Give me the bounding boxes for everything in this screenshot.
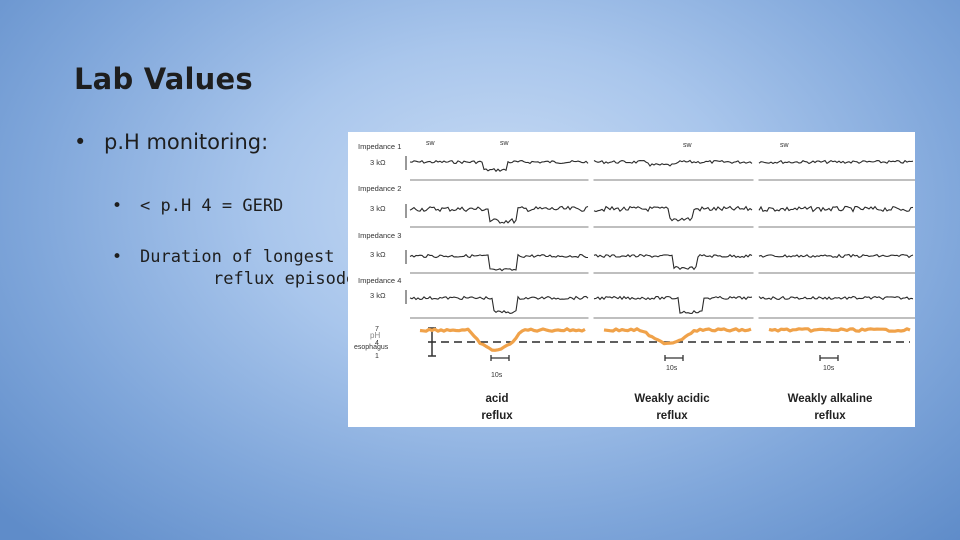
channel-label: Impedance 3 <box>358 231 401 240</box>
channel-label: Impedance 2 <box>358 184 401 193</box>
time-marker-label: 10s <box>666 365 678 372</box>
sub-bullet-text: < p.H 4 = GERD <box>140 196 284 216</box>
time-marker-label: 10s <box>491 372 503 379</box>
channel-label: Impedance 1 <box>358 142 401 151</box>
impedance-ph-tracing: Impedance 1 3 kΩ Impedance 2 3 kΩ Impeda… <box>354 132 915 422</box>
panel-label-line1: Weakly acidic <box>634 393 710 405</box>
panel-label-line2: reflux <box>481 410 513 422</box>
panel-label-line2: reflux <box>814 410 846 422</box>
bullet-ph-monitoring: • p.H monitoring: <box>74 130 268 154</box>
impedance-ph-figure: Impedance 1 3 kΩ Impedance 2 3 kΩ Impeda… <box>348 132 915 427</box>
bullet-text: p.H monitoring: <box>104 130 269 154</box>
swallow-marker: sw <box>683 142 693 149</box>
channel-scale: 3 kΩ <box>370 158 386 167</box>
panel-label-line2: reflux <box>656 410 688 422</box>
time-scale-markers <box>490 355 839 361</box>
ph-label: pH <box>370 331 380 340</box>
slide-title: Lab Values <box>74 62 253 96</box>
swallow-marker: sw <box>780 142 790 149</box>
bullet-dot: • <box>112 196 123 216</box>
impedance-trace-segment <box>758 205 914 213</box>
impedance-trace-segment <box>593 205 753 222</box>
impedance-trace-segment <box>758 159 914 165</box>
bullet-dot: • <box>74 130 87 154</box>
swallow-marker: sw <box>500 140 510 147</box>
impedance-trace-segment <box>593 159 753 167</box>
sub-bullet-text-line2: reflux episode <box>213 269 357 289</box>
channel-scale: 3 kΩ <box>370 204 386 213</box>
impedance-trace-segment <box>758 253 914 259</box>
channel-separators <box>410 179 915 319</box>
ph-tick-4: 4 <box>375 340 379 347</box>
panel-label-line1: Weakly alkaline <box>788 393 873 405</box>
impedance-trace-segment <box>593 295 753 314</box>
impedance-traces <box>409 159 914 314</box>
impedance-trace-segment <box>409 205 589 224</box>
impedance-trace-segment <box>593 253 753 271</box>
sub-bullet-text-line1: Duration of longest <box>140 247 335 267</box>
panel-label-line1: acid <box>485 393 508 405</box>
panel-dividers <box>588 132 759 347</box>
ph-tick-1: 1 <box>375 353 379 360</box>
ph-sublabel: esophagus <box>354 344 389 351</box>
time-marker-label: 10s <box>823 365 835 372</box>
impedance-trace-segment <box>409 253 589 272</box>
sub-bullet-gerd: • < p.H 4 = GERD <box>112 195 283 217</box>
swallow-marker: sw <box>426 140 436 147</box>
ph-trace <box>419 327 911 352</box>
channel-label: Impedance 4 <box>358 276 401 285</box>
impedance-trace-segment <box>758 295 914 301</box>
channel-scale: 3 kΩ <box>370 250 386 259</box>
impedance-trace-segment <box>409 295 589 314</box>
sub-bullet-duration: • Duration of longest reflux episode <box>112 246 356 290</box>
ph-tick-7: 7 <box>375 326 379 333</box>
impedance-trace-segment <box>409 159 589 173</box>
channel-scale: 3 kΩ <box>370 291 386 300</box>
bullet-dot: • <box>112 247 123 267</box>
